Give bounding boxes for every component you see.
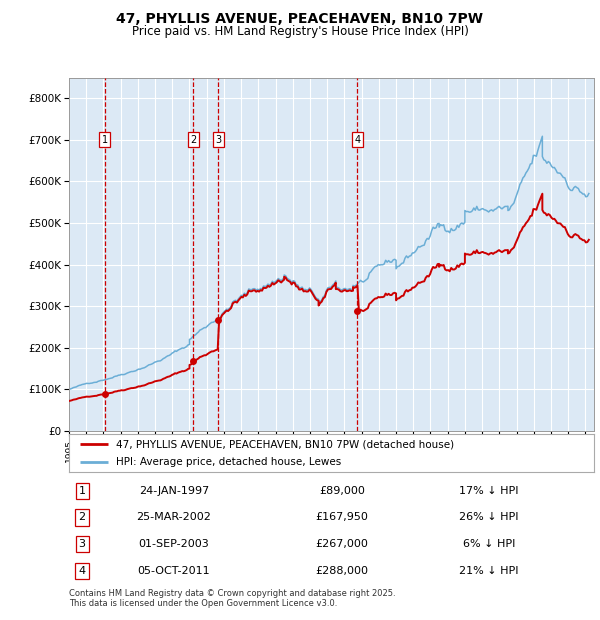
Text: 25-MAR-2002: 25-MAR-2002 — [137, 512, 211, 523]
Text: 2: 2 — [190, 135, 197, 145]
Text: £89,000: £89,000 — [319, 485, 365, 496]
Text: £167,950: £167,950 — [316, 512, 368, 523]
Text: 1: 1 — [101, 135, 107, 145]
Text: 3: 3 — [79, 539, 86, 549]
Text: £267,000: £267,000 — [316, 539, 368, 549]
Text: 6% ↓ HPI: 6% ↓ HPI — [463, 539, 515, 549]
Text: 47, PHYLLIS AVENUE, PEACEHAVEN, BN10 7PW: 47, PHYLLIS AVENUE, PEACEHAVEN, BN10 7PW — [116, 12, 484, 27]
Text: 05-OCT-2011: 05-OCT-2011 — [137, 565, 211, 576]
Text: 4: 4 — [355, 135, 361, 145]
Text: 2: 2 — [79, 512, 86, 523]
Text: 24-JAN-1997: 24-JAN-1997 — [139, 485, 209, 496]
Text: 21% ↓ HPI: 21% ↓ HPI — [459, 565, 519, 576]
Text: HPI: Average price, detached house, Lewes: HPI: Average price, detached house, Lewe… — [116, 457, 341, 467]
Text: Price paid vs. HM Land Registry's House Price Index (HPI): Price paid vs. HM Land Registry's House … — [131, 25, 469, 38]
Text: 01-SEP-2003: 01-SEP-2003 — [139, 539, 209, 549]
Text: Contains HM Land Registry data © Crown copyright and database right 2025.
This d: Contains HM Land Registry data © Crown c… — [69, 589, 395, 608]
Text: 4: 4 — [79, 565, 86, 576]
Text: 26% ↓ HPI: 26% ↓ HPI — [459, 512, 519, 523]
Text: 1: 1 — [79, 485, 86, 496]
Text: 3: 3 — [215, 135, 221, 145]
Text: 47, PHYLLIS AVENUE, PEACEHAVEN, BN10 7PW (detached house): 47, PHYLLIS AVENUE, PEACEHAVEN, BN10 7PW… — [116, 440, 454, 450]
Text: 17% ↓ HPI: 17% ↓ HPI — [459, 485, 519, 496]
Text: £288,000: £288,000 — [316, 565, 368, 576]
